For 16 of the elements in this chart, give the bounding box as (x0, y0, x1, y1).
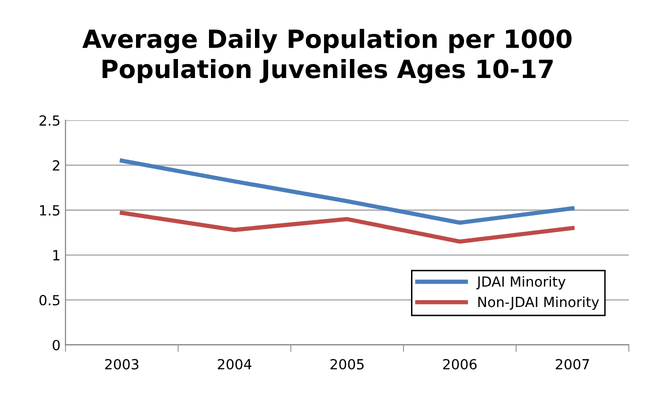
legend-label: Non-JDAI Minority (478, 296, 599, 310)
y-tick-label: 2 (52, 160, 60, 170)
x-tick-label: 2004 (218, 358, 252, 370)
x-tick-label: 2005 (330, 358, 364, 370)
y-tick-label: 0 (52, 340, 60, 350)
legend-label: JDAI Minority (476, 276, 566, 290)
line-series (120, 158, 575, 225)
x-tick-label: 2006 (443, 358, 477, 370)
y-tick-label: 1.5 (40, 205, 60, 216)
x-tick-label: 2007 (556, 358, 589, 370)
y-tick-label: 0.5 (39, 294, 60, 306)
chart-title: Average Daily Population per 1000 Population Juveniles Ages 10-17 (82, 28, 572, 84)
line-series (120, 210, 575, 244)
y-tick-label: 2.5 (40, 115, 60, 126)
y-tick-label: 1 (53, 250, 60, 260)
x-tick-label: 2003 (105, 358, 138, 370)
